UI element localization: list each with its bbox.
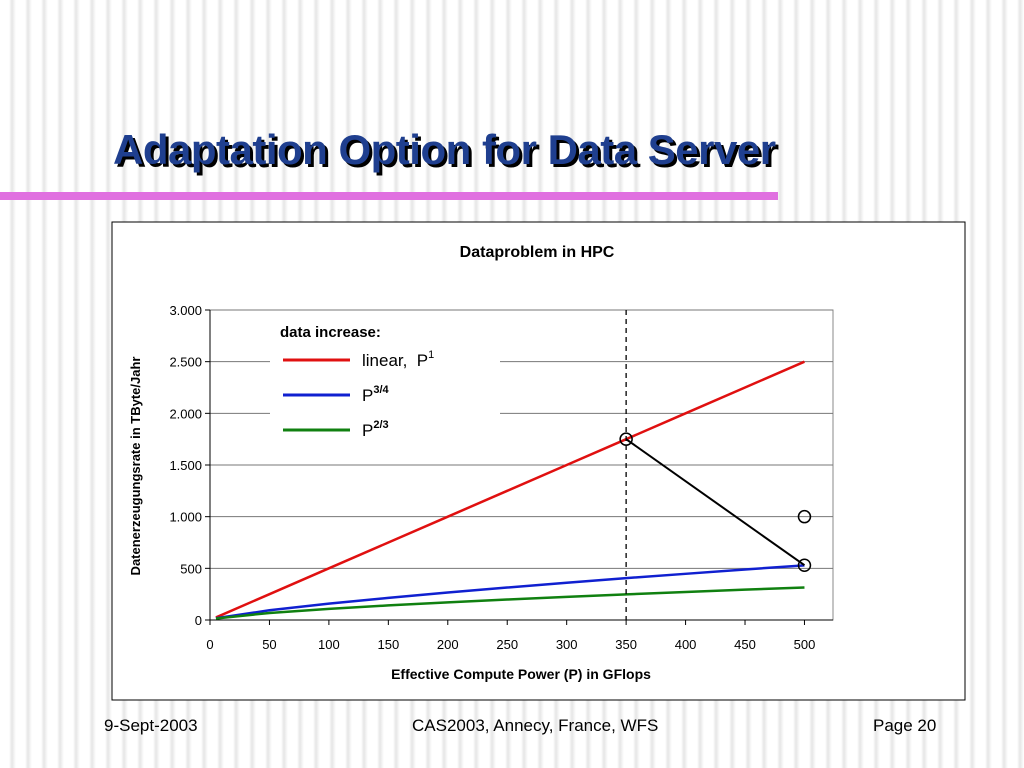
legend-name: P <box>362 421 373 440</box>
x-tick-label: 250 <box>496 637 518 652</box>
y-tick-label: 1.000 <box>169 510 202 525</box>
y-tick-label: 0 <box>195 613 202 628</box>
x-tick-label: 200 <box>437 637 459 652</box>
legend-label: P3/4 <box>362 384 390 405</box>
x-tick-label: 500 <box>794 637 816 652</box>
legend-name: linear, P <box>362 351 428 370</box>
footer-date: 9-Sept-2003 <box>104 716 198 735</box>
series-line <box>215 586 805 620</box>
x-tick-label: 100 <box>318 637 340 652</box>
slide-title: Adaptation Option for Data Server <box>113 126 776 173</box>
legend-box <box>270 318 500 440</box>
legend-exponent: 1 <box>428 349 434 361</box>
legend-label: linear, P1 <box>362 349 434 370</box>
footer-page: Page 20 <box>873 716 937 735</box>
legend-exponent: 3/4 <box>373 384 389 396</box>
series-line <box>215 564 805 620</box>
chart-frame <box>111 221 966 701</box>
y-tick-label: 2.500 <box>169 355 202 370</box>
chart-title: Dataproblem in HPC <box>460 244 615 261</box>
series-line <box>215 360 805 619</box>
marker-circle <box>797 509 812 524</box>
y-tick-label: 3.000 <box>169 303 202 318</box>
connector-line <box>625 438 806 567</box>
x-tick-label: 450 <box>734 637 756 652</box>
legend-name: P <box>362 386 373 405</box>
footer-center: CAS2003, Annecy, France, WFS <box>412 716 659 735</box>
marker-circle <box>619 432 633 446</box>
y-axis-label: Datenerzeugungsrate in TByte/Jahr <box>128 357 143 576</box>
y-tick-label: 1.500 <box>169 458 202 473</box>
x-tick-label: 350 <box>615 637 637 652</box>
y-tick-label: 500 <box>180 561 202 576</box>
title-rule <box>0 192 778 200</box>
x-tick-label: 400 <box>675 637 697 652</box>
x-tick-label: 50 <box>262 637 276 652</box>
x-tick-label: 150 <box>377 637 399 652</box>
marker-circle <box>797 558 812 572</box>
y-tick-label: 2.000 <box>169 406 202 421</box>
x-tick-label: 0 <box>206 637 213 652</box>
x-axis-label: Effective Compute Power (P) in GFlops <box>391 666 651 682</box>
legend-label: P2/3 <box>362 419 389 440</box>
legend-title: data increase: <box>280 324 381 341</box>
legend-exponent: 2/3 <box>373 419 388 431</box>
x-tick-label: 300 <box>556 637 578 652</box>
